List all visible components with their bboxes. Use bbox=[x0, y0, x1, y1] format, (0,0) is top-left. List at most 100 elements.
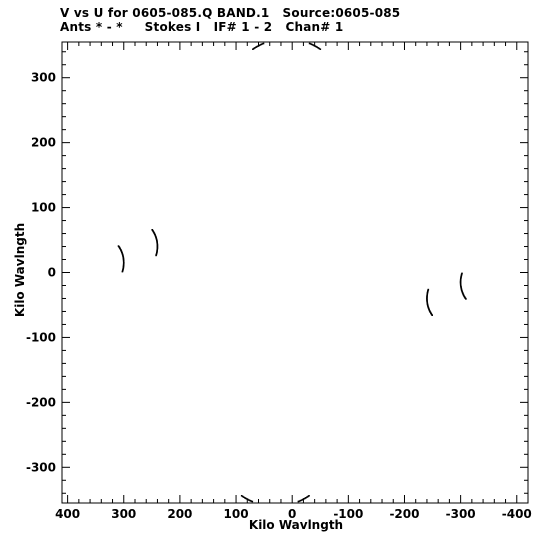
x-tick-label: 300 bbox=[111, 507, 136, 521]
uv-point bbox=[122, 259, 125, 261]
uv-point bbox=[122, 265, 125, 268]
uv-point bbox=[244, 497, 246, 499]
uv-point bbox=[122, 261, 125, 263]
uv-point bbox=[156, 243, 159, 246]
uv-point bbox=[156, 247, 159, 250]
uv-point bbox=[313, 44, 315, 47]
uv-point bbox=[156, 246, 159, 249]
uv-point bbox=[304, 497, 306, 500]
y-tick-label: -100 bbox=[26, 330, 56, 344]
uv-point bbox=[258, 44, 260, 47]
uv-point bbox=[249, 499, 251, 502]
uv-point bbox=[156, 250, 158, 252]
uv-point bbox=[246, 498, 248, 500]
x-tick-label: -200 bbox=[389, 507, 419, 521]
uv-point bbox=[462, 292, 464, 295]
uv-point bbox=[460, 287, 463, 290]
uv-point bbox=[247, 498, 249, 501]
uv-point bbox=[261, 43, 264, 45]
uv-point bbox=[460, 274, 463, 276]
uv-point bbox=[255, 46, 257, 48]
chart-subtitle: Ants * - * Stokes I IF# 1 - 2 Chan# 1 bbox=[60, 20, 344, 34]
uv-point bbox=[308, 42, 311, 45]
uv-point bbox=[156, 242, 158, 244]
uv-point bbox=[426, 301, 428, 303]
uv-point bbox=[431, 314, 433, 316]
x-tick-label: -100 bbox=[333, 507, 363, 521]
uv-point bbox=[426, 297, 428, 300]
uv-point bbox=[426, 295, 428, 298]
uv-point bbox=[155, 238, 158, 241]
x-axis-title: Kilo Wavlngth bbox=[249, 518, 343, 532]
uv-point bbox=[297, 500, 300, 503]
uv-point bbox=[122, 269, 124, 271]
data-points bbox=[117, 42, 467, 503]
uv-point bbox=[122, 263, 125, 266]
uv-point bbox=[156, 249, 158, 251]
uv-point bbox=[300, 499, 303, 501]
uv-point bbox=[156, 252, 158, 254]
uv-point bbox=[259, 44, 262, 46]
uv-point bbox=[426, 296, 428, 299]
uv-point bbox=[312, 44, 314, 46]
uv-point bbox=[426, 298, 428, 301]
uv-point bbox=[459, 283, 462, 285]
uv-point bbox=[252, 48, 254, 50]
uv-point bbox=[251, 500, 254, 503]
uv-point bbox=[156, 245, 159, 248]
uv-point bbox=[117, 245, 120, 247]
uv-point bbox=[253, 47, 255, 50]
uv-point bbox=[121, 270, 124, 272]
uv-point bbox=[318, 47, 320, 50]
uv-point bbox=[122, 256, 125, 259]
uv-point bbox=[317, 47, 319, 49]
uv-point bbox=[122, 267, 125, 269]
uv-point bbox=[240, 495, 243, 497]
uv-point bbox=[426, 302, 429, 304]
y-tick-label: 100 bbox=[31, 201, 56, 215]
uv-point bbox=[428, 308, 430, 310]
uv-point bbox=[299, 499, 302, 502]
x-tick-label: -400 bbox=[502, 507, 532, 521]
uv-point bbox=[316, 46, 318, 48]
uv-point bbox=[426, 303, 429, 305]
uv-point bbox=[460, 273, 463, 275]
uv-point bbox=[459, 279, 462, 282]
uv-point bbox=[427, 304, 429, 307]
y-axis-title: Kilo Wavlngth bbox=[13, 223, 27, 317]
uv-point bbox=[122, 262, 125, 265]
uv-point bbox=[460, 286, 462, 289]
uv-point bbox=[460, 288, 463, 291]
uv-point bbox=[315, 45, 317, 48]
uv-point bbox=[319, 48, 322, 50]
uv-point bbox=[122, 266, 125, 269]
x-tick-label: 400 bbox=[55, 507, 80, 521]
uv-point bbox=[460, 276, 462, 279]
uv-point bbox=[156, 243, 159, 245]
y-tick-label: -200 bbox=[26, 395, 56, 409]
uv-point bbox=[242, 496, 245, 498]
y-tick-label: -300 bbox=[26, 460, 56, 474]
uv-point bbox=[459, 282, 462, 284]
uv-point bbox=[155, 252, 158, 255]
uv-point bbox=[459, 281, 462, 283]
uv-point bbox=[154, 235, 157, 237]
uv-point bbox=[156, 244, 159, 247]
uv-point bbox=[250, 500, 252, 502]
uv-point bbox=[426, 293, 429, 295]
uv-point bbox=[307, 495, 309, 498]
uv-point bbox=[426, 300, 428, 302]
uv-point bbox=[122, 254, 124, 257]
uv-point bbox=[427, 289, 429, 292]
plot-frame bbox=[61, 41, 529, 504]
x-tick-label: 0 bbox=[288, 507, 296, 521]
uv-point bbox=[156, 241, 158, 243]
uv-point bbox=[308, 495, 310, 497]
uv-point bbox=[426, 291, 429, 293]
uv-point bbox=[427, 288, 430, 291]
uv-point bbox=[262, 42, 265, 45]
uv-point bbox=[314, 45, 316, 47]
x-tick-label: 200 bbox=[167, 507, 192, 521]
uv-point bbox=[306, 496, 308, 498]
